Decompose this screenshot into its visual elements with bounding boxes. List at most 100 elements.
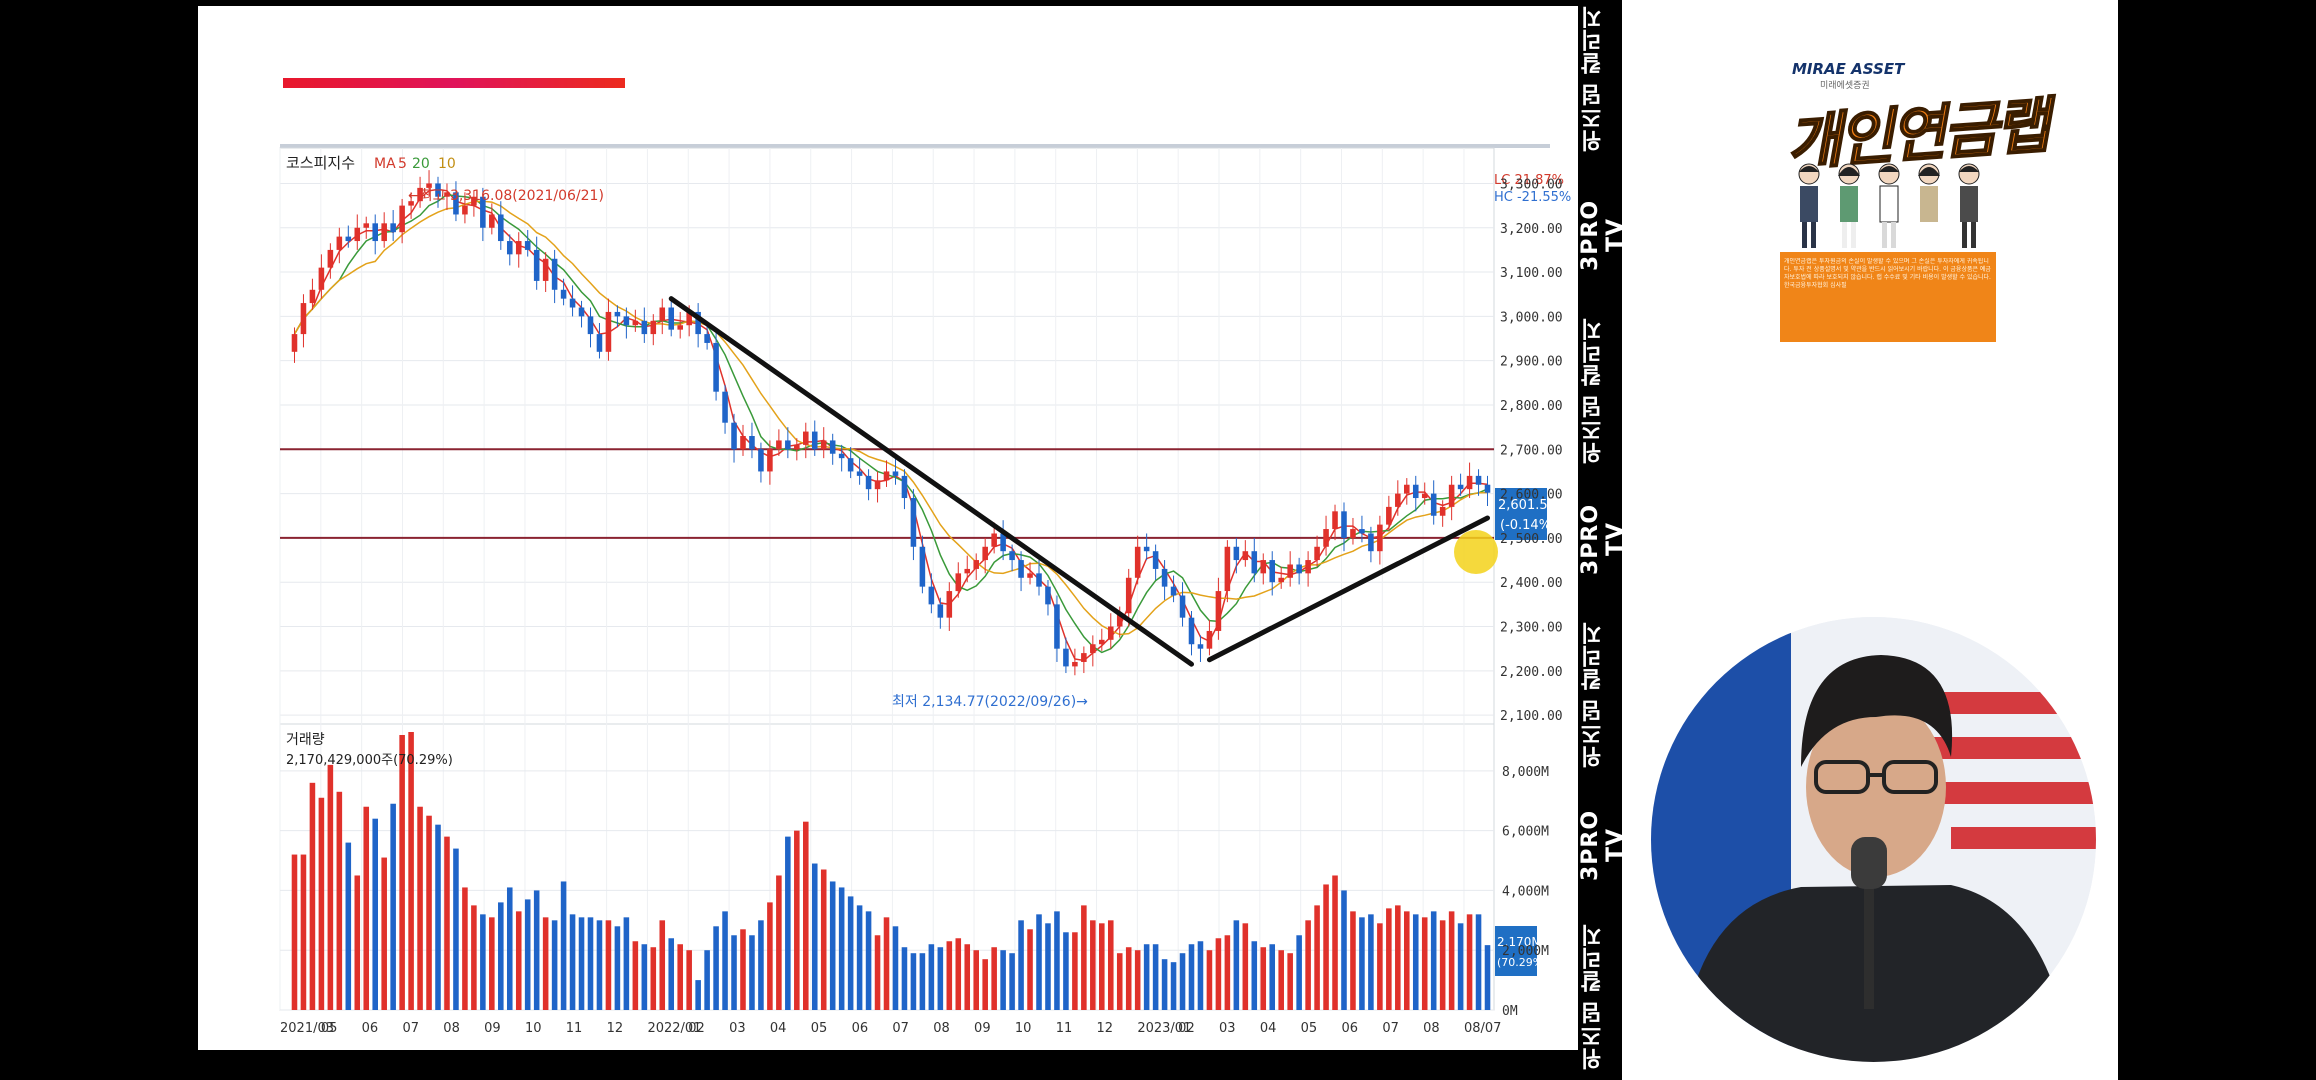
volume-bar	[551, 920, 558, 1010]
volume-bar	[1099, 923, 1105, 1010]
candle-body	[327, 249, 334, 268]
volume-bar	[309, 782, 316, 1010]
volume-bar	[901, 947, 908, 1010]
candle-body	[1421, 493, 1428, 499]
date-tick-label: 08	[933, 1021, 950, 1036]
candle-body	[1484, 484, 1491, 493]
volume-bar	[1466, 914, 1473, 1010]
cartoon-person-icon	[1838, 163, 1860, 248]
candle-body	[1251, 551, 1258, 574]
volume-bar	[776, 875, 782, 1010]
date-tick-label: 05	[811, 1021, 828, 1036]
volume-tick-label: 8,000M	[1502, 765, 1549, 780]
candle-body	[919, 546, 926, 587]
hand-drawn-trendlines	[668, 296, 1491, 667]
volume-bar	[820, 869, 827, 1010]
date-tick-label: 02	[1178, 1021, 1195, 1036]
candle-body	[650, 320, 657, 335]
candle-body	[587, 316, 594, 335]
last-change: (-0.14%)	[1500, 518, 1556, 533]
volume-bar	[354, 875, 361, 1010]
volume-bar	[489, 917, 495, 1010]
candle-body	[1475, 475, 1482, 485]
volume-bar	[1134, 950, 1141, 1010]
date-tick-label: 11	[566, 1021, 583, 1036]
candle-body	[1377, 524, 1383, 552]
candle-body	[1242, 551, 1249, 561]
price-panel	[279, 147, 1495, 725]
volume-bar	[1314, 905, 1320, 1010]
hc-percent: HC -21.55%	[1494, 190, 1571, 205]
candle-body	[605, 311, 612, 352]
pension-wrap-ad[interactable]: MIRAE ASSET 미래에셋증권 개인연금랩 개인연금랩은 투자원금의 손실…	[1780, 50, 2051, 342]
price-tick-label: 2,400.00	[1500, 576, 1563, 591]
candle-body	[874, 480, 881, 490]
volume-bar	[578, 917, 585, 1010]
volume-bar	[1421, 917, 1428, 1010]
volume-bar	[677, 944, 683, 1010]
volume-bar	[1045, 923, 1051, 1010]
candle-body	[776, 440, 782, 450]
candle-body	[578, 307, 585, 317]
price-tick-label: 2,600.00	[1500, 488, 1563, 503]
brand-side-strip	[1578, 0, 1622, 1080]
candle-body	[749, 436, 755, 450]
candlestick-series	[291, 170, 1491, 676]
candle-body	[426, 183, 432, 188]
candle-body	[506, 241, 513, 255]
candle-body	[1395, 493, 1401, 507]
candle-body	[363, 223, 370, 228]
volume-bar	[417, 806, 423, 1010]
candle-body	[1305, 560, 1311, 574]
volume-bar	[758, 920, 764, 1010]
volume-bar	[524, 899, 531, 1010]
volume-bar	[749, 935, 755, 1010]
volume-bar	[471, 905, 477, 1010]
candle-body	[1179, 595, 1186, 618]
volume-bar	[883, 917, 890, 1010]
volume-bar	[1251, 941, 1258, 1010]
candle-body	[569, 298, 576, 308]
uptrend-line	[1206, 515, 1491, 663]
volume-bar	[569, 914, 576, 1010]
volume-bar	[372, 818, 378, 1010]
candle-body	[731, 422, 737, 450]
lc-percent: LC 21.87%	[1494, 173, 1564, 188]
candle-body	[1197, 644, 1204, 649]
strip-label-5: 위즈덤 칼리지	[1581, 621, 1606, 769]
volume-bar	[722, 911, 728, 1010]
volume-bar	[641, 944, 648, 1010]
candle-body	[865, 475, 872, 490]
volume-bar	[498, 902, 504, 1010]
candle-body	[372, 223, 378, 242]
volume-bar	[614, 926, 621, 1010]
volume-bar	[668, 938, 675, 1010]
volume-box-pct: (70.29%)	[1497, 956, 1548, 969]
candle-body	[1323, 529, 1329, 547]
candle-body	[1332, 511, 1338, 530]
date-tick-label: 07	[402, 1021, 419, 1036]
date-tick-label: 07	[892, 1021, 909, 1036]
downtrend-line	[668, 296, 1194, 667]
date-tick-label: 05	[321, 1021, 338, 1036]
volume-bar	[336, 791, 343, 1010]
candle-body	[847, 458, 854, 472]
volume-tick-label: 0M	[1502, 1004, 1518, 1019]
volume-bar	[533, 890, 540, 1010]
candle-body	[1090, 644, 1096, 654]
volume-bar	[1377, 923, 1383, 1010]
volume-bar	[1072, 932, 1078, 1010]
candle-body	[524, 241, 531, 250]
volume-bar	[1260, 947, 1267, 1010]
volume-bar	[1296, 935, 1302, 1010]
candle-body	[1188, 617, 1195, 645]
candle-body	[794, 444, 800, 450]
chart-top-border	[280, 144, 1550, 148]
candle-body	[1036, 573, 1042, 587]
candle-body	[336, 236, 343, 250]
candle-body	[740, 436, 746, 450]
volume-value: 2,170,429,000주(70.29%)	[286, 753, 453, 768]
candle-body	[713, 342, 719, 392]
candle-body	[632, 320, 639, 326]
